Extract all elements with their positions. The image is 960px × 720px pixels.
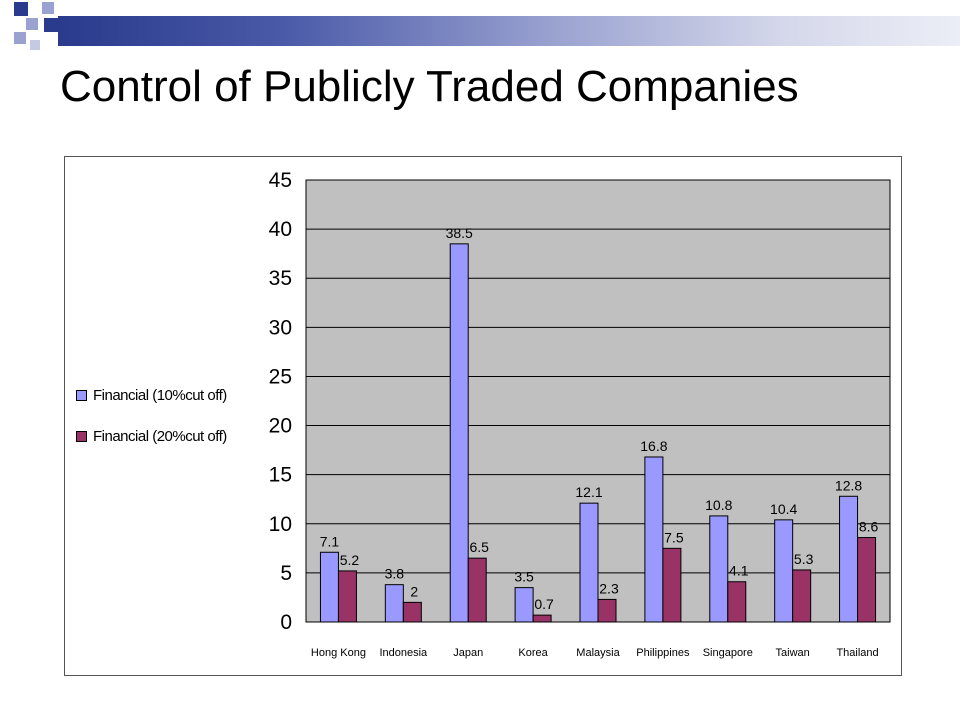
x-tick-label: Hong Kong xyxy=(311,647,366,659)
legend-item-series-1: Financial (10%cut off) xyxy=(76,386,227,404)
bar-series-1-malaysia xyxy=(579,502,599,623)
bar-series-1-thailand xyxy=(839,495,859,623)
bar-series-2-taiwan xyxy=(792,569,812,623)
bar-series-2-korea xyxy=(532,614,552,623)
legend-swatch-series-1 xyxy=(76,389,87,401)
y-axis-ticks: 0 5 10 15 20 25 30 35 40 45 xyxy=(269,169,292,634)
slide-title: Control of Publicly Traded Companies xyxy=(60,62,799,111)
data-label: 10.8 xyxy=(705,497,732,513)
bar-series-1-hong-kong xyxy=(319,551,339,623)
x-tick-label: Korea xyxy=(518,647,548,659)
y-tick-label: 10 xyxy=(269,513,292,536)
data-label: 5.2 xyxy=(340,552,360,568)
data-label: 7.1 xyxy=(320,533,340,549)
data-label: 6.5 xyxy=(469,539,489,555)
y-tick-label: 35 xyxy=(269,267,292,290)
data-label: 5.3 xyxy=(794,551,814,567)
x-tick-label: Japan xyxy=(453,647,483,659)
bar-series-2-thailand xyxy=(857,537,877,623)
bar-series-2-japan xyxy=(467,557,487,623)
data-label: 3.5 xyxy=(514,569,534,585)
x-axis-ticks: Hong Kong Indonesia Japan Korea Malaysia Phil… xyxy=(311,647,879,659)
bar-series-1-taiwan xyxy=(774,519,794,623)
y-tick-label: 15 xyxy=(269,464,292,487)
bar-series-1-korea xyxy=(514,587,534,623)
data-label: 2.3 xyxy=(599,580,619,596)
bar-series-1-indonesia xyxy=(384,584,404,623)
data-label: 7.5 xyxy=(664,529,684,545)
x-tick-label: Philippines xyxy=(636,647,690,659)
y-tick-label: 20 xyxy=(269,415,292,438)
data-label: 16.8 xyxy=(640,438,667,454)
data-label: 12.8 xyxy=(835,477,862,493)
data-label: 0.7 xyxy=(534,596,554,612)
legend-label-series-1: Financial (10%cut off) xyxy=(93,386,227,404)
data-label: 3.8 xyxy=(385,566,405,582)
legend-item-series-2: Financial (20%cut off) xyxy=(76,427,227,445)
bar-series-1-singapore xyxy=(709,515,729,623)
x-tick-label: Indonesia xyxy=(379,647,428,659)
decor-square-1 xyxy=(14,2,28,16)
bar-series-1-japan xyxy=(449,243,469,623)
x-tick-label: Thailand xyxy=(836,647,878,659)
decor-square-3 xyxy=(26,18,38,30)
decor-square-6 xyxy=(30,40,40,50)
decor-square-4 xyxy=(44,18,58,32)
data-label: 10.4 xyxy=(770,501,797,517)
y-tick-label: 40 xyxy=(269,218,292,241)
data-label: 8.6 xyxy=(859,519,879,535)
bar-series-2-indonesia xyxy=(402,601,422,623)
legend-swatch-series-2 xyxy=(76,430,87,442)
data-label: 38.5 xyxy=(446,225,473,241)
bar-series-2-philippines xyxy=(662,547,682,623)
x-tick-label: Malaysia xyxy=(576,647,620,659)
bar-series-1-philippines xyxy=(644,456,664,623)
x-tick-label: Taiwan xyxy=(776,647,810,659)
bar-series-2-malaysia xyxy=(597,598,617,623)
y-tick-label: 25 xyxy=(269,365,292,388)
decor-square-2 xyxy=(42,2,54,14)
title-accent-bar xyxy=(58,16,960,46)
bars xyxy=(319,243,877,623)
data-label: 4.1 xyxy=(729,563,749,579)
x-tick-label: Singapore xyxy=(703,647,753,659)
y-tick-label: 5 xyxy=(280,562,292,585)
decor-square-5 xyxy=(14,32,26,44)
bar-series-2-singapore xyxy=(727,581,747,623)
y-tick-label: 30 xyxy=(269,316,292,339)
y-tick-label: 45 xyxy=(269,169,292,192)
data-labels: 7.15.2 3.8 2 38.5 6.5 3.50.7 12.1 2.3 16.8 7.5 10.… xyxy=(320,225,879,612)
legend-label-series-2: Financial (20%cut off) xyxy=(93,427,227,445)
data-label: 2 xyxy=(410,583,418,599)
data-label: 12.1 xyxy=(575,484,602,500)
y-tick-label: 0 xyxy=(280,611,292,634)
bar-series-2-hong-kong xyxy=(337,570,357,623)
